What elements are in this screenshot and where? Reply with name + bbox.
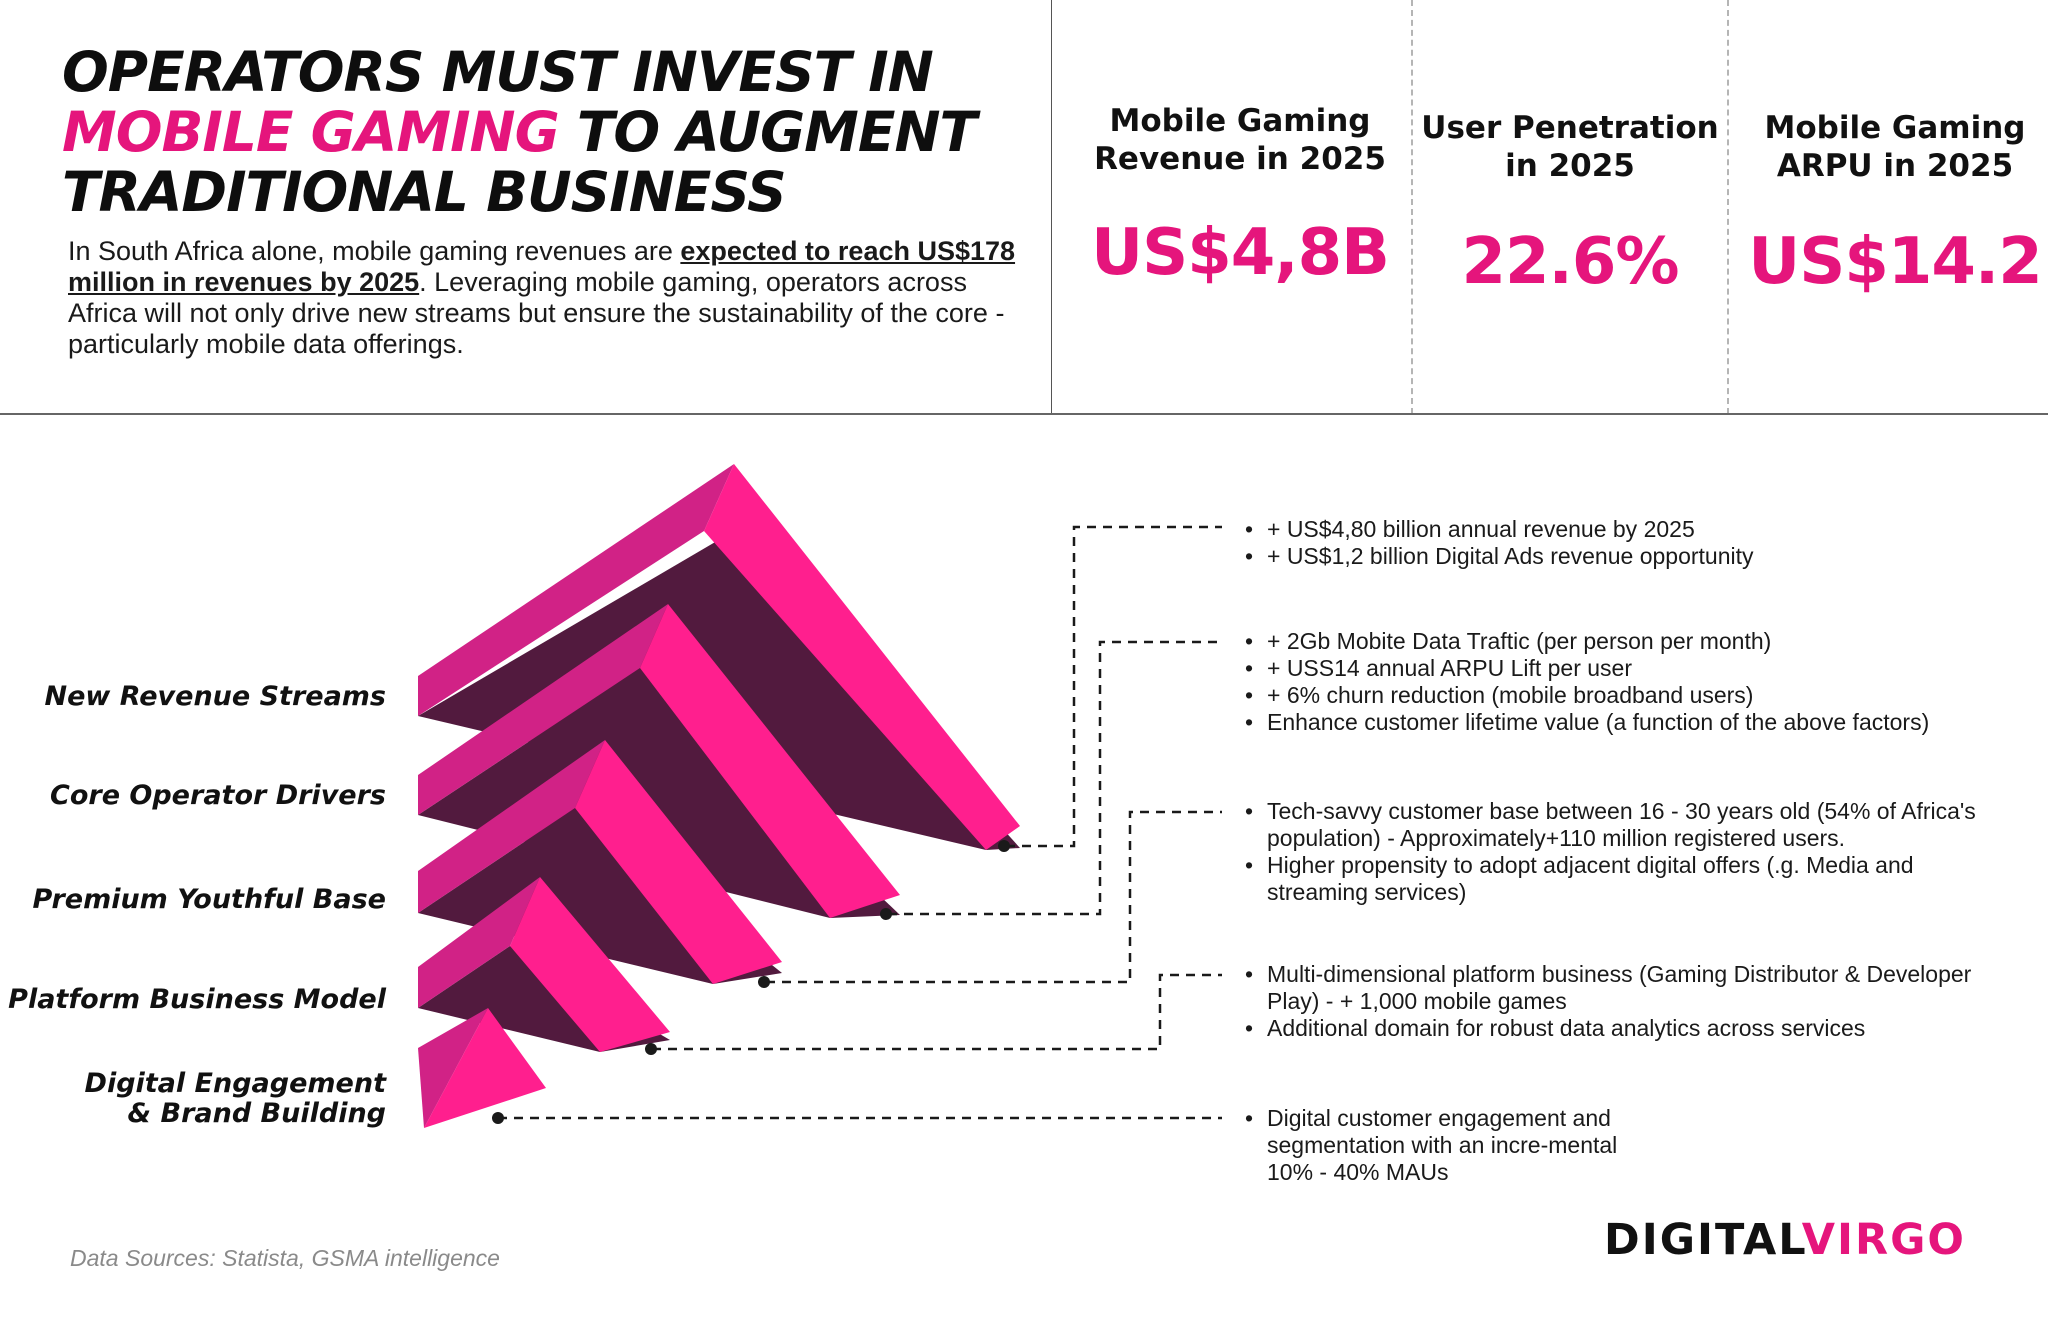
- connector-2: [888, 640, 1222, 916]
- bullet-item: Multi-dimensional platform business (Gam…: [1245, 961, 1975, 1015]
- step-2-side: [640, 604, 900, 918]
- step-3: [418, 740, 782, 984]
- stat-divider-2: [1727, 0, 1729, 414]
- connector-dot-5: [492, 1112, 504, 1124]
- data-sources: Data Sources: Statista, GSMA intelligenc…: [70, 1245, 500, 1271]
- bullet-item: Tech-savvy customer base between 16 - 30…: [1245, 798, 2005, 852]
- step-2: [418, 604, 900, 918]
- connector-1: [1006, 525, 1222, 848]
- connector-dot-2: [880, 908, 892, 920]
- digital-virgo-logo: DIGITALVIRGO: [1604, 1215, 1966, 1265]
- logo-text-digital: DIGITAL: [1604, 1215, 1802, 1265]
- bullet-item: + USS14 annual ARPU Lift per user: [1245, 655, 2035, 682]
- intro-text-2: . Leveraging mobile gaming, operators ac…: [68, 267, 1005, 359]
- headline-accent: MOBILE GAMING: [62, 100, 560, 164]
- stat-revenue: Mobile Gaming Revenue in 2025 US$4,8B: [1080, 102, 1400, 288]
- bullet-item: + US$4,80 billion annual revenue by 2025: [1245, 516, 2025, 543]
- step-1-top: [418, 464, 734, 716]
- headline: OPERATORS MUST INVEST IN MOBILE GAMING T…: [62, 40, 977, 224]
- stat-penetration-label: User Penetration in 2025: [1421, 110, 1719, 184]
- bullets-platform-model: Multi-dimensional platform business (Gam…: [1245, 961, 1975, 1042]
- section-divider: [0, 413, 2048, 415]
- step-2-top: [418, 604, 668, 815]
- headline-line-2-rest: TO AUGMENT: [558, 100, 977, 164]
- stair-label-new-revenue: New Revenue Streams: [44, 681, 386, 712]
- bullets-core-drivers: + 2Gb Mobite Data Traftic (per person pe…: [1245, 628, 2035, 736]
- intro-paragraph: In South Africa alone, mobile gaming rev…: [68, 236, 1028, 360]
- stat-penetration: User Penetration in 2025 22.6%: [1420, 109, 1720, 297]
- step-4-top: [418, 877, 540, 1008]
- intro-text-1: In South Africa alone, mobile gaming rev…: [68, 236, 681, 266]
- stair-label-core-drivers: Core Operator Drivers: [50, 780, 386, 811]
- headline-line-3: TRADITIONAL BUSINESS: [62, 160, 787, 224]
- connector-dot-1: [998, 840, 1010, 852]
- connector-lines: [498, 525, 1222, 1120]
- bullet-item: Higher propensity to adopt adjacent digi…: [1245, 852, 2005, 906]
- stair-label-digital-engagement: Digital Engagement & Brand Building: [84, 1068, 386, 1129]
- stair-label-youthful-base: Premium Youthful Base: [32, 884, 386, 915]
- step-3-side: [575, 740, 782, 984]
- step-5-side: [424, 1008, 546, 1128]
- step-5: [418, 1008, 546, 1128]
- connector-dots: [492, 840, 1010, 1124]
- connector-3: [766, 810, 1222, 984]
- stat-arpu-value: US$14.2: [1748, 225, 2043, 299]
- header-divider: [1051, 0, 1052, 414]
- logo-text-virgo: VIRGO: [1801, 1215, 1966, 1265]
- stat-arpu-label: Mobile Gaming ARPU in 2025: [1764, 110, 2026, 184]
- bullet-item: + US$1,2 billion Digital Ads revenue opp…: [1245, 543, 2025, 570]
- headline-line-1: OPERATORS MUST INVEST IN: [62, 40, 934, 104]
- bullet-item: Digital customer engagement and segmenta…: [1245, 1105, 1630, 1186]
- step-4-side: [510, 877, 670, 1052]
- step-5-top: [418, 1008, 488, 1128]
- stair-label-platform-model: Platform Business Model: [8, 984, 386, 1015]
- bullet-item: + 6% churn reduction (mobile broadband u…: [1245, 682, 2035, 709]
- intro-emphasis: expected to reach US$178 million in reve…: [68, 236, 1016, 297]
- stat-penetration-value: 22.6%: [1461, 225, 1679, 299]
- bullets-digital-engagement: Digital customer engagement and segmenta…: [1245, 1105, 1630, 1186]
- bullets-new-revenue: + US$4,80 billion annual revenue by 2025…: [1245, 516, 2025, 570]
- step-4: [418, 877, 670, 1052]
- step-3-top: [418, 740, 605, 913]
- step-1-side: [704, 464, 1020, 850]
- connector-dot-4: [645, 1043, 657, 1055]
- bullet-item: Enhance customer lifetime value (a funct…: [1245, 709, 2035, 736]
- stat-arpu: Mobile Gaming ARPU in 2025 US$14.2: [1740, 109, 2048, 297]
- connector-dot-3: [758, 976, 770, 988]
- stat-revenue-value: US$4,8B: [1091, 216, 1390, 290]
- bullet-item: + 2Gb Mobite Data Traftic (per person pe…: [1245, 628, 2035, 655]
- step-2-face: [418, 668, 900, 918]
- bullets-youthful-base: Tech-savvy customer base between 16 - 30…: [1245, 798, 2005, 906]
- stat-divider-1: [1411, 0, 1413, 414]
- stat-revenue-label: Mobile Gaming Revenue in 2025: [1094, 103, 1386, 177]
- connector-4: [652, 973, 1222, 1051]
- bullet-item: Additional domain for robust data analyt…: [1245, 1015, 1975, 1042]
